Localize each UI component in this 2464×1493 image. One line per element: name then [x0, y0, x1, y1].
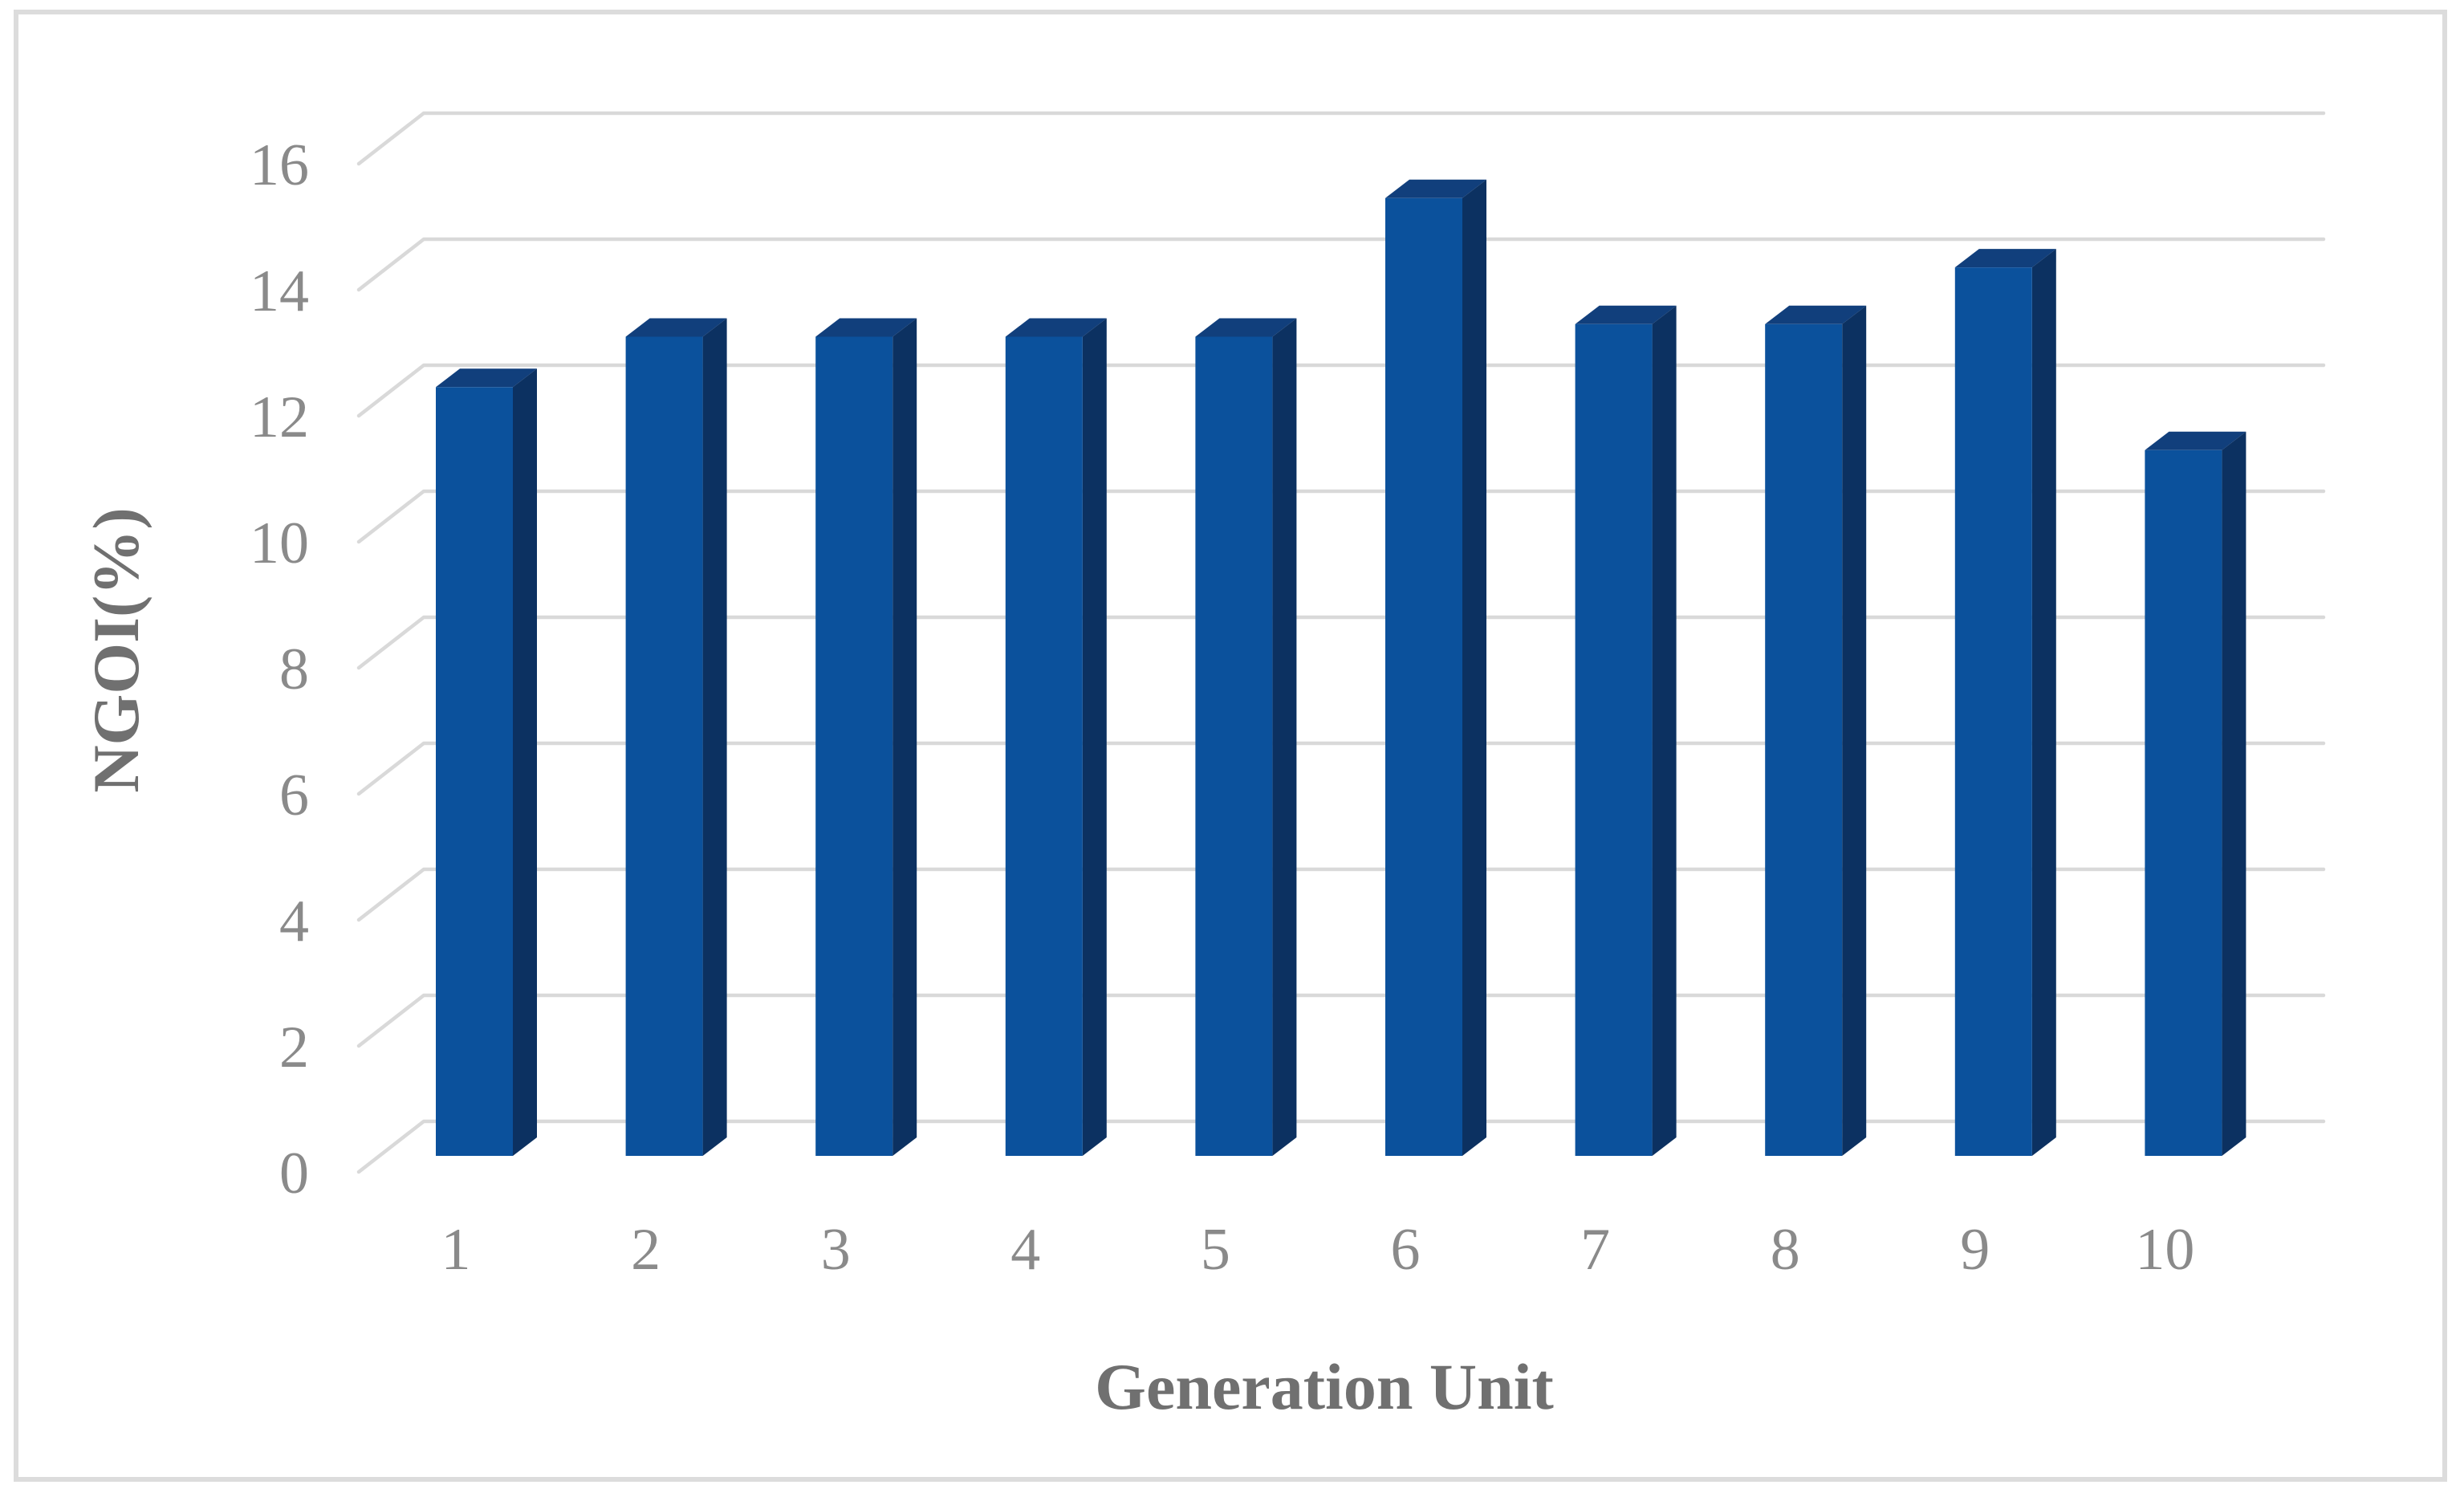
bar-top-face — [2145, 431, 2246, 450]
gridline — [356, 867, 2326, 922]
bar-top-face — [1575, 305, 1677, 324]
bar-top-face — [1005, 318, 1107, 337]
y-tick-label: 6 — [279, 763, 309, 828]
bar-4 — [1005, 318, 1107, 1156]
bar-top-face — [436, 368, 537, 388]
gridline — [356, 993, 2326, 1048]
y-tick-label: 0 — [279, 1141, 309, 1206]
bar-front-face — [1195, 336, 1273, 1156]
bar-top-face — [625, 318, 727, 337]
x-axis-tick-labels: 1 2 3 4 5 6 7 8 9 10 — [441, 1217, 2195, 1283]
gridline — [356, 489, 2326, 544]
y-tick-label: 10 — [250, 511, 309, 576]
bar-top-face — [1385, 179, 1486, 198]
x-axis-title: Generation Unit — [1095, 1350, 1554, 1423]
x-tick-label: 6 — [1391, 1217, 1421, 1283]
gridline — [356, 1119, 2326, 1174]
gridline — [356, 741, 2326, 796]
gridline — [356, 111, 2326, 166]
bar-front-face — [1385, 197, 1462, 1156]
bar-series — [436, 179, 2246, 1156]
bar-side-face — [1842, 305, 1867, 1156]
x-tick-label: 7 — [1580, 1217, 1610, 1283]
bar-6 — [1385, 179, 1486, 1156]
bar-top-face — [1765, 305, 1867, 324]
bar-top-face — [1195, 318, 1297, 337]
bar-front-face — [625, 336, 703, 1156]
bar-10 — [2145, 431, 2246, 1156]
bar-side-face — [702, 318, 727, 1156]
bar-side-face — [1462, 179, 1486, 1156]
gridline — [356, 363, 2326, 418]
x-tick-label: 4 — [1010, 1217, 1040, 1283]
bar-7 — [1575, 305, 1677, 1156]
bar-front-face — [1954, 267, 2032, 1156]
gridlines — [356, 111, 2326, 1174]
y-tick-label: 16 — [250, 132, 309, 198]
bar-side-face — [1652, 305, 1677, 1156]
bar-top-face — [1954, 249, 2056, 268]
bar-front-face — [1575, 323, 1653, 1156]
x-tick-label: 3 — [821, 1217, 851, 1283]
x-tick-label: 1 — [441, 1217, 471, 1283]
bar-front-face — [1005, 336, 1083, 1156]
bar-front-face — [2145, 450, 2222, 1156]
gridline — [356, 237, 2326, 292]
y-tick-label: 4 — [279, 889, 309, 954]
y-tick-label: 12 — [250, 384, 309, 450]
x-tick-label: 5 — [1201, 1217, 1230, 1283]
bar-side-face — [1272, 318, 1297, 1156]
x-tick-label: 2 — [631, 1217, 661, 1283]
bar-2 — [625, 318, 727, 1156]
bar-9 — [1954, 249, 2056, 1156]
bar-5 — [1195, 318, 1297, 1156]
y-axis-tick-labels: 0 2 4 6 8 10 12 14 16 — [250, 132, 309, 1206]
y-tick-label: 14 — [250, 258, 309, 324]
bar-side-face — [2031, 249, 2056, 1156]
x-tick-label: 8 — [1771, 1217, 1800, 1283]
bar-side-face — [892, 318, 917, 1156]
y-axis-title: NGOI(%) — [79, 507, 152, 792]
gridline — [356, 615, 2326, 670]
bar-front-face — [1765, 323, 1843, 1156]
y-tick-label: 2 — [279, 1015, 309, 1080]
bar-side-face — [2222, 431, 2246, 1156]
bar-1 — [436, 368, 537, 1156]
bar-8 — [1765, 305, 1867, 1156]
bar-top-face — [815, 318, 917, 337]
x-tick-label: 10 — [2135, 1217, 2194, 1283]
bar-side-face — [1082, 318, 1107, 1156]
y-tick-label: 8 — [279, 637, 309, 702]
bar-side-face — [513, 368, 537, 1156]
bar-3 — [815, 318, 917, 1156]
x-tick-label: 9 — [1960, 1217, 1990, 1283]
bar-front-face — [436, 387, 513, 1156]
bar-front-face — [815, 336, 893, 1156]
